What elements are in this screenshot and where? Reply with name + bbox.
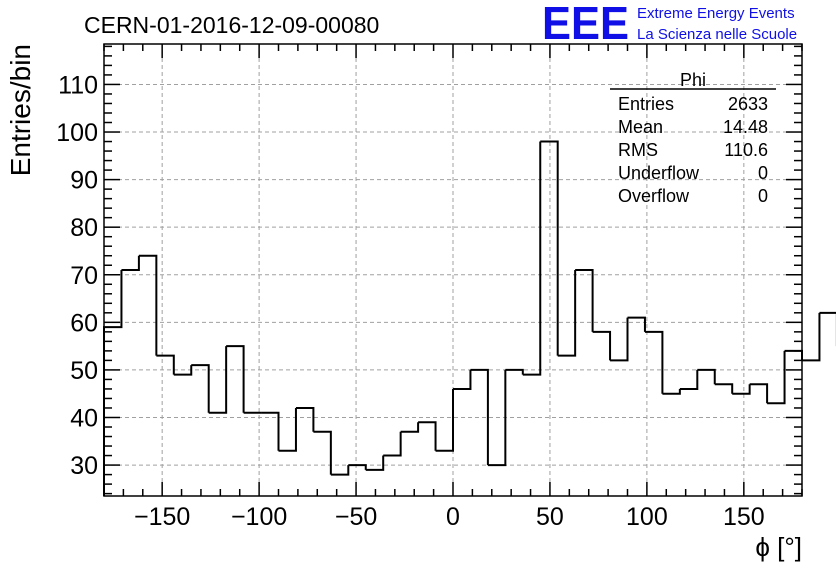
stats-value-underflow: 0 — [758, 163, 768, 183]
x-tick-label: −50 — [335, 503, 377, 531]
histogram-bin — [627, 316, 646, 332]
histogram-bars — [103, 140, 836, 496]
histogram-bin — [383, 431, 402, 457]
histogram-bin — [173, 365, 193, 376]
y-tick-label: 30 — [70, 452, 98, 480]
histogram-bin — [191, 364, 210, 413]
stats-label-overflow: Overflow — [618, 186, 690, 206]
logo-line2: La Scienza nelle Scuole — [637, 26, 797, 43]
histogram-bin — [435, 388, 454, 452]
histogram-bin — [802, 312, 821, 362]
histogram-bin — [610, 317, 629, 362]
y-tick-label: 100 — [56, 119, 98, 147]
x-tick-label: 150 — [723, 503, 765, 531]
x-tick-label: 50 — [536, 503, 564, 531]
histogram-bin — [121, 255, 140, 271]
histogram-bin — [767, 350, 786, 405]
histogram-bin — [226, 345, 245, 413]
histogram-bin — [348, 464, 367, 470]
histogram-bin — [208, 346, 228, 414]
run-title: CERN-01-2016-12-09-00080 — [84, 12, 379, 38]
histogram-bin — [470, 368, 489, 466]
stats-value-overflow: 0 — [758, 186, 768, 206]
y-tick-label: 110 — [58, 71, 98, 99]
histogram-bin — [330, 465, 350, 476]
grid-lines — [104, 44, 802, 496]
histogram-bin — [261, 411, 280, 451]
histogram-bin — [644, 330, 664, 394]
histogram-bin — [156, 354, 175, 375]
y-tick-label: 80 — [70, 214, 98, 242]
stats-value-rms: 110.6 — [724, 140, 768, 160]
histogram-bin — [749, 383, 769, 404]
y-tick-label: 40 — [70, 404, 98, 432]
stats-value-entries: 2633 — [728, 94, 768, 114]
logo-mark: EEE — [542, 0, 629, 49]
histogram-bin — [278, 407, 297, 452]
histogram-bin — [662, 388, 681, 395]
y-axis-ticks: 30 40 50 60 70 80 90 100 110 — [56, 45, 802, 495]
histogram-bin — [732, 384, 751, 395]
x-tick-label: 0 — [446, 503, 460, 531]
stats-label-mean: Mean — [618, 117, 663, 137]
stats-label-underflow: Underflow — [618, 163, 700, 183]
stats-label-entries: Entries — [618, 94, 674, 114]
histogram-bin — [418, 421, 437, 451]
y-tick-label: 60 — [70, 309, 98, 337]
histogram-bin — [453, 369, 472, 390]
eee-logo: EEE Extreme Energy Events La Scienza nel… — [542, 0, 797, 49]
y-axis-label: Entries/bin — [5, 44, 36, 176]
stats-name: Phi — [680, 70, 706, 90]
x-tick-label: −100 — [231, 503, 287, 531]
y-tick-label: 50 — [70, 357, 98, 385]
stats-label-rms: RMS — [618, 140, 658, 160]
y-tick-label: 90 — [70, 167, 98, 195]
histogram-bin — [697, 368, 716, 385]
histogram-bin — [365, 455, 385, 471]
x-axis-ticks: −150 −100 −50 0 50 100 150 — [103, 44, 803, 531]
histogram-bin — [575, 269, 594, 332]
histogram-bin — [784, 349, 803, 361]
histogram-bin — [557, 270, 577, 357]
histogram-bin — [592, 330, 612, 361]
histogram-bin — [522, 141, 542, 376]
logo-line1: Extreme Energy Events — [637, 5, 795, 22]
stats-value-mean: 14.48 — [723, 117, 768, 137]
histogram-bin — [540, 140, 559, 356]
stats-box: Phi Entries 2633 Mean 14.48 RMS 110.6 Un… — [610, 70, 776, 206]
histogram-bin — [714, 383, 734, 394]
histogram-bin — [138, 254, 158, 356]
histogram-bin — [295, 406, 315, 432]
histogram-bin — [505, 368, 524, 375]
x-tick-label: 100 — [626, 503, 668, 531]
histogram-bin — [819, 311, 836, 347]
histogram-bin — [400, 422, 420, 433]
y-tick-label: 70 — [70, 262, 98, 290]
histogram-bin — [487, 369, 507, 467]
x-axis-label: ϕ [°] — [755, 532, 802, 562]
x-tick-label: −150 — [134, 503, 190, 531]
histogram-bin — [313, 430, 332, 475]
histogram-bin — [679, 369, 699, 390]
